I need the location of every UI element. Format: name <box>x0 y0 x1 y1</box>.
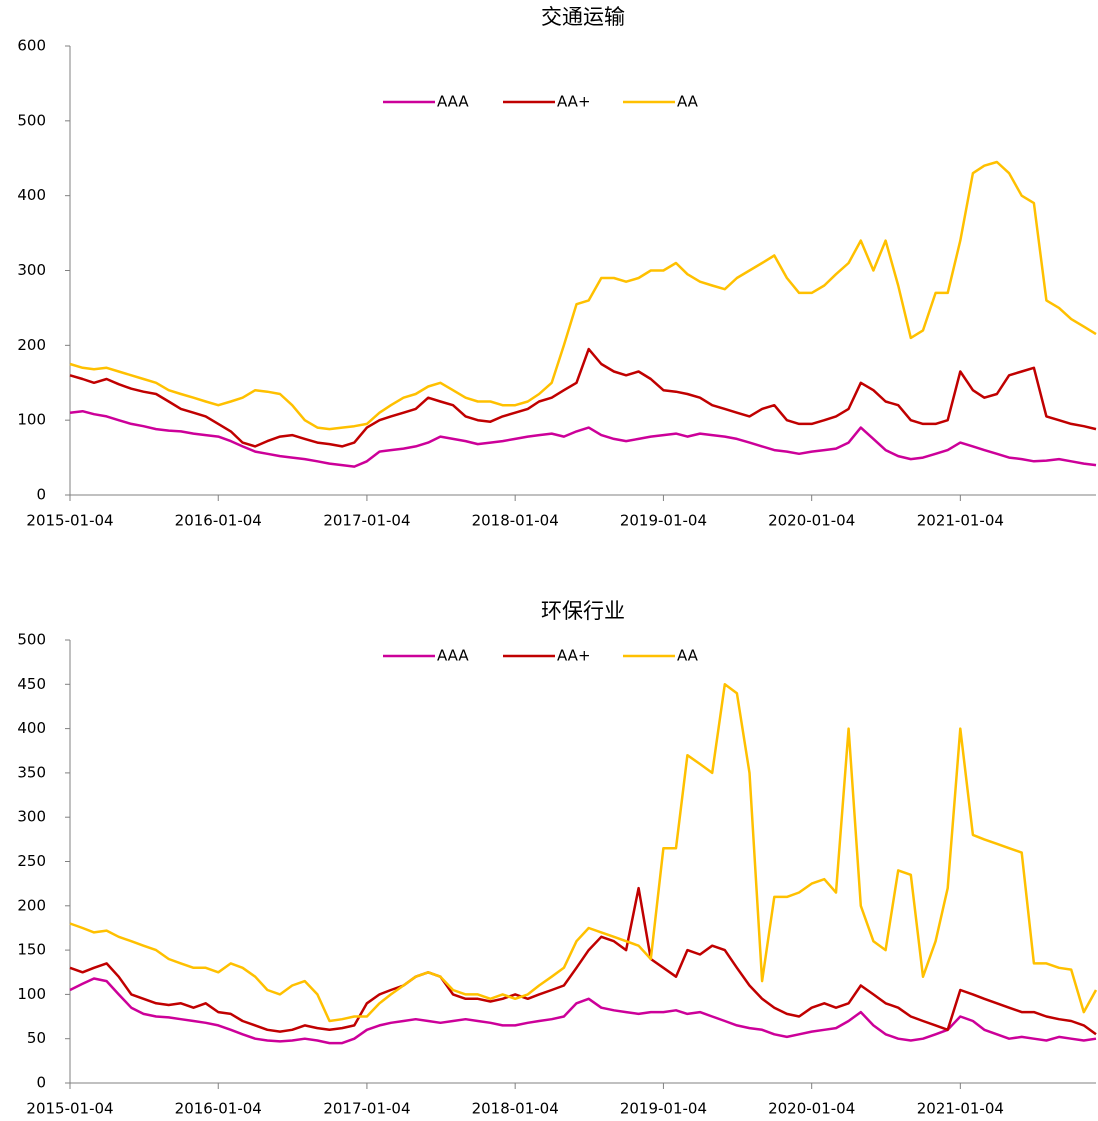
y-tick-label: 350 <box>17 763 46 781</box>
y-tick-label: 300 <box>17 808 46 826</box>
series-line <box>69 886 1097 1036</box>
legend-label: AA+ <box>557 647 591 665</box>
y-tick-label: 100 <box>17 411 46 429</box>
legend-label: AA+ <box>557 93 591 111</box>
x-tick-label: 2016-01-04 <box>175 512 262 530</box>
legend-label: AAA <box>437 93 469 111</box>
y-tick-label: 600 <box>17 37 46 55</box>
y-tick-label: 250 <box>17 852 46 870</box>
chart-title: 交通运输 <box>541 5 625 29</box>
x-tick-label: 2015-01-04 <box>26 1100 113 1118</box>
x-tick-label: 2021-01-04 <box>917 1100 1004 1118</box>
y-tick-label: 0 <box>36 1074 46 1092</box>
x-tick-label: 2017-01-04 <box>323 512 410 530</box>
x-tick-label: 2019-01-04 <box>620 1100 707 1118</box>
x-tick-label: 2020-01-04 <box>768 512 855 530</box>
x-tick-label: 2018-01-04 <box>472 512 559 530</box>
legend-label: AA <box>677 93 699 111</box>
y-tick-label: 0 <box>36 486 46 504</box>
y-tick-label: 50 <box>27 1029 46 1047</box>
y-tick-label: 500 <box>17 111 46 129</box>
x-tick-label: 2019-01-04 <box>620 512 707 530</box>
series-line <box>69 977 1097 1045</box>
chart-title: 环保行业 <box>541 599 625 623</box>
series-line <box>69 409 1097 468</box>
y-tick-label: 100 <box>17 985 46 1003</box>
x-tick-label: 2017-01-04 <box>323 1100 410 1118</box>
y-tick-label: 150 <box>17 941 46 959</box>
legend-label: AA <box>677 647 699 665</box>
series-line <box>69 347 1097 448</box>
y-tick-label: 400 <box>17 186 46 204</box>
x-tick-label: 2021-01-04 <box>917 512 1004 530</box>
y-tick-label: 450 <box>17 675 46 693</box>
legend-label: AAA <box>437 647 469 665</box>
series-line <box>69 683 1098 1023</box>
x-tick-label: 2018-01-04 <box>472 1100 559 1118</box>
y-tick-label: 300 <box>17 261 46 279</box>
y-tick-label: 200 <box>17 336 46 354</box>
x-tick-label: 2016-01-04 <box>175 1100 262 1118</box>
y-tick-label: 200 <box>17 896 46 914</box>
series-line <box>69 160 1097 431</box>
x-tick-label: 2020-01-04 <box>768 1100 855 1118</box>
y-tick-label: 400 <box>17 719 46 737</box>
x-tick-label: 2015-01-04 <box>26 512 113 530</box>
y-tick-label: 500 <box>17 631 46 649</box>
